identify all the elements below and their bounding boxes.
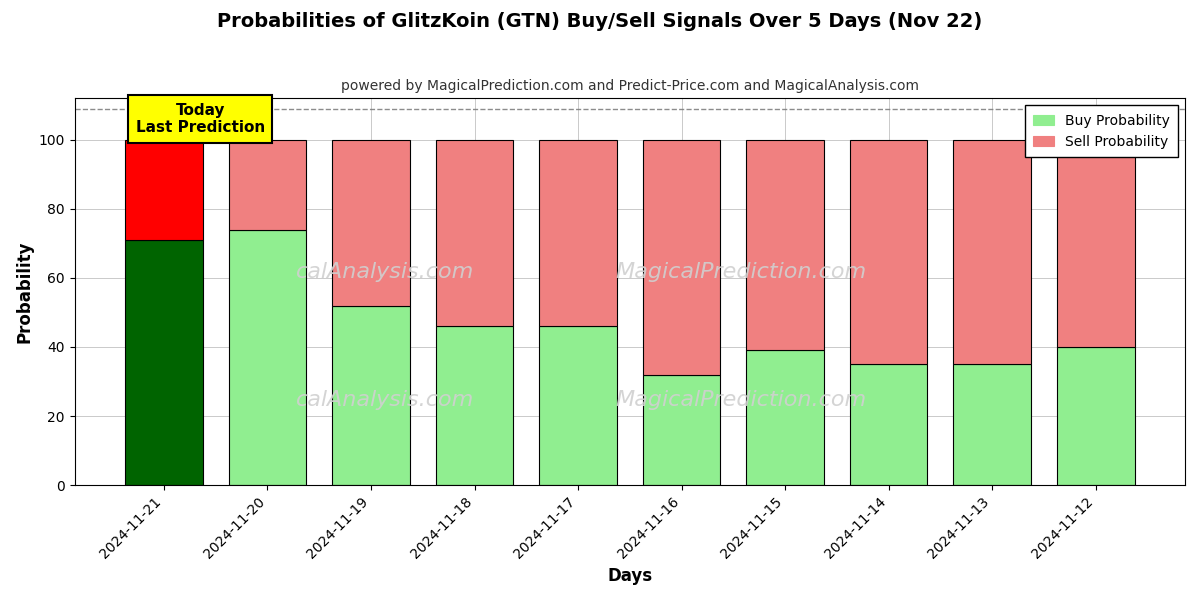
Bar <box>332 305 410 485</box>
Bar <box>539 140 617 326</box>
Text: MagicalPrediction.com: MagicalPrediction.com <box>616 262 866 283</box>
Text: calAnalysis.com: calAnalysis.com <box>296 390 475 410</box>
Bar <box>643 374 720 485</box>
Text: Today
Last Prediction: Today Last Prediction <box>136 103 265 135</box>
Text: Probabilities of GlitzKoin (GTN) Buy/Sell Signals Over 5 Days (Nov 22): Probabilities of GlitzKoin (GTN) Buy/Sel… <box>217 12 983 31</box>
Text: calAnalysis.com: calAnalysis.com <box>296 262 475 283</box>
Legend: Buy Probability, Sell Probability: Buy Probability, Sell Probability <box>1025 105 1178 157</box>
Bar <box>746 140 824 350</box>
Bar <box>953 364 1031 485</box>
Bar <box>746 350 824 485</box>
Bar <box>229 230 306 485</box>
Bar <box>1057 140 1134 347</box>
Bar <box>436 140 514 326</box>
Bar <box>229 140 306 230</box>
Bar <box>953 140 1031 364</box>
Bar <box>436 326 514 485</box>
X-axis label: Days: Days <box>607 567 653 585</box>
Bar <box>643 140 720 374</box>
Bar <box>850 364 928 485</box>
Text: MagicalPrediction.com: MagicalPrediction.com <box>616 390 866 410</box>
Bar <box>125 140 203 240</box>
Bar <box>539 326 617 485</box>
Title: powered by MagicalPrediction.com and Predict-Price.com and MagicalAnalysis.com: powered by MagicalPrediction.com and Pre… <box>341 79 919 93</box>
Bar <box>850 140 928 364</box>
Y-axis label: Probability: Probability <box>16 241 34 343</box>
Bar <box>332 140 410 305</box>
Bar <box>125 240 203 485</box>
Bar <box>1057 347 1134 485</box>
